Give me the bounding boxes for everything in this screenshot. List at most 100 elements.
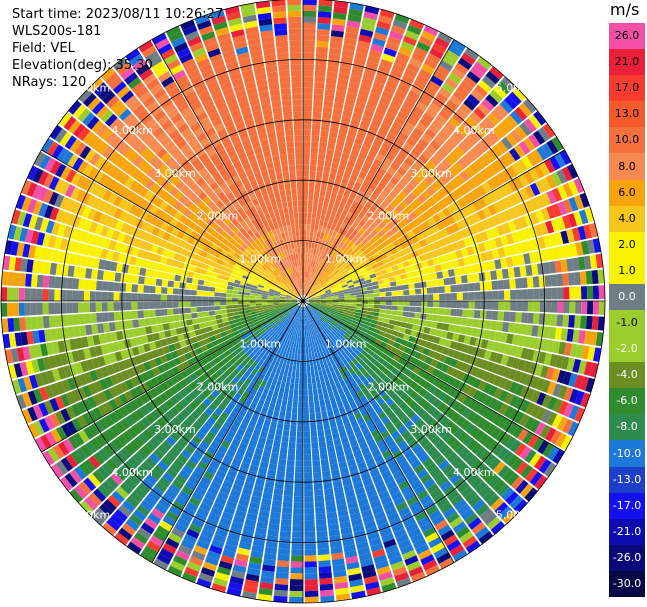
- range-gate: [303, 336, 306, 343]
- range-gate: [351, 200, 359, 209]
- range-gate: [293, 496, 303, 503]
- range-gate: [481, 219, 491, 230]
- range-gate: [348, 353, 355, 361]
- range-gate: [208, 310, 216, 316]
- range-gate: [279, 296, 286, 299]
- range-gate: [305, 342, 308, 349]
- range-gate: [34, 344, 43, 358]
- range-gate: [124, 414, 136, 427]
- range-gate: [414, 312, 421, 319]
- range-gate: [188, 523, 202, 534]
- range-gate: [304, 289, 307, 296]
- range-gate: [303, 229, 307, 236]
- range-gate: [175, 246, 184, 255]
- range-gate: [87, 396, 98, 409]
- range-gate: [386, 549, 401, 560]
- range-gate: [406, 116, 418, 127]
- range-gate: [391, 296, 398, 301]
- range-gate: [334, 581, 349, 590]
- range-gate: [75, 337, 83, 350]
- range-gate: [114, 351, 123, 362]
- range-gate: [151, 325, 159, 334]
- range-gate: [49, 262, 58, 276]
- range-gate: [355, 306, 362, 310]
- range-gate: [483, 436, 495, 449]
- range-gate: [550, 430, 562, 445]
- range-gate: [164, 488, 178, 500]
- range-gate: [334, 96, 345, 104]
- range-gate: [277, 392, 284, 400]
- range-gate: [289, 346, 294, 354]
- range-gate: [314, 495, 325, 503]
- range-gate: [261, 304, 268, 308]
- range-gate: [568, 314, 576, 328]
- range-gate: [365, 233, 374, 242]
- range-gate: [313, 477, 323, 485]
- range-gate: [233, 283, 240, 288]
- range-gate: [319, 293, 326, 297]
- range-gate: [333, 336, 339, 343]
- range-gate: [478, 319, 486, 329]
- range-gate: [398, 506, 411, 517]
- range-gate: [74, 466, 87, 480]
- range-gate: [426, 365, 435, 375]
- range-gate: [515, 312, 522, 323]
- range-gate: [406, 560, 422, 572]
- range-gate: [86, 256, 95, 268]
- range-gate: [395, 475, 407, 486]
- range-gate: [155, 316, 163, 325]
- range-gate: [40, 434, 52, 450]
- range-gate: [191, 284, 198, 290]
- range-gate: [40, 371, 50, 386]
- range-gate: [312, 273, 317, 280]
- range-gate: [125, 311, 133, 320]
- range-gate: [331, 371, 337, 379]
- range-gate: [294, 377, 299, 384]
- range-gate: [270, 511, 281, 519]
- range-gate: [274, 340, 280, 348]
- range-gate: [515, 301, 523, 312]
- range-gate: [557, 185, 568, 200]
- range-gate: [350, 420, 359, 428]
- range-gate: [327, 523, 340, 531]
- range-gate: [534, 250, 543, 263]
- range-gate: [320, 315, 327, 321]
- range-gate: [279, 447, 288, 455]
- range-gate: [307, 330, 311, 337]
- range-gate: [129, 411, 141, 423]
- range-gate: [91, 323, 99, 335]
- range-gate: [353, 339, 361, 346]
- range-gate: [388, 276, 396, 282]
- range-gate: [519, 413, 530, 427]
- range-gate: [232, 376, 240, 384]
- range-gate: [578, 209, 589, 225]
- range-gate: [270, 285, 277, 289]
- range-gate: [356, 297, 363, 301]
- range-gate: [367, 349, 375, 357]
- range-gate: [276, 422, 284, 430]
- range-gate: [574, 407, 585, 423]
- range-gate: [366, 368, 375, 376]
- range-gate: [337, 509, 349, 518]
- range-gate: [426, 258, 435, 267]
- range-gate: [433, 547, 449, 559]
- range-gate: [156, 553, 172, 565]
- range-gate: [431, 514, 445, 526]
- range-gate: [517, 359, 527, 371]
- range-gate: [297, 407, 303, 414]
- range-gate: [310, 287, 316, 293]
- range-gate: [137, 482, 151, 495]
- range-gate: [303, 4, 317, 12]
- range-gate: [249, 501, 260, 510]
- range-gate: [454, 443, 466, 455]
- range-gate: [515, 461, 529, 475]
- range-gate: [356, 541, 369, 550]
- range-gate: [372, 312, 380, 317]
- range-gate: [345, 363, 352, 371]
- range-gate: [347, 14, 362, 23]
- range-gate: [69, 253, 77, 265]
- range-gate: [404, 396, 414, 406]
- range-gate: [215, 496, 227, 506]
- range-gate: [406, 341, 414, 349]
- range-gate: [53, 236, 63, 250]
